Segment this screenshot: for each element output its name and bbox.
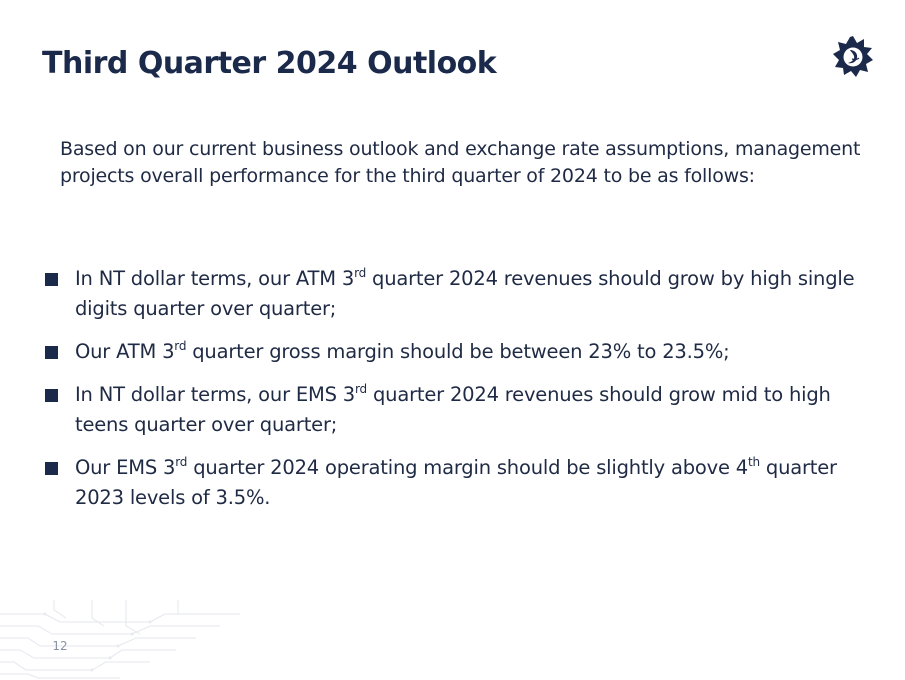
ordinal-suffix: th (747, 455, 760, 469)
outlook-bullet-list: In NT dollar terms, our ATM 3rd quarter … (44, 264, 859, 526)
ordinal-suffix: rd (175, 455, 188, 469)
bullet-atm-gross-margin: Our ATM 3rd quarter gross margin should … (44, 337, 859, 367)
bullet-text-part: Our ATM 3 (75, 340, 175, 363)
intro-paragraph: Based on our current business outlook an… (60, 138, 861, 187)
bullet-text-part: Our EMS 3 (75, 456, 176, 479)
ordinal-suffix: rd (354, 266, 367, 280)
square-bullet-icon (45, 346, 58, 359)
ordinal-suffix: rd (174, 339, 187, 353)
bullet-text-part: quarter 2023 levels of 3.5%. (75, 456, 837, 509)
bullet-text-part: In NT dollar terms, our EMS 3 (75, 383, 356, 406)
sun-logo-icon (833, 36, 873, 77)
square-bullet-icon (45, 273, 58, 286)
bullet-text-part: quarter 2024 revenues should grow by hig… (75, 267, 855, 320)
circuit-decoration (0, 600, 240, 679)
square-bullet-icon (45, 389, 58, 402)
bullet-ems-operating-margin: Our EMS 3rd quarter 2024 operating margi… (44, 453, 859, 513)
bullet-text-part: In NT dollar terms, our ATM 3 (75, 267, 355, 290)
slide-title: Third Quarter 2024 Outlook (42, 46, 497, 81)
bullet-ems-revenue: In NT dollar terms, our EMS 3rd quarter … (44, 380, 859, 440)
page-number: 12 (52, 639, 68, 653)
bullet-text-part: quarter 2024 revenues should grow mid to… (75, 383, 831, 436)
bullet-atm-revenue: In NT dollar terms, our ATM 3rd quarter … (44, 264, 859, 324)
ordinal-suffix: rd (355, 382, 367, 396)
bullet-text-part: quarter gross margin should be between 2… (186, 340, 730, 363)
square-bullet-icon (45, 462, 58, 475)
bullet-text-part: quarter 2024 operating margin should be … (187, 456, 748, 479)
